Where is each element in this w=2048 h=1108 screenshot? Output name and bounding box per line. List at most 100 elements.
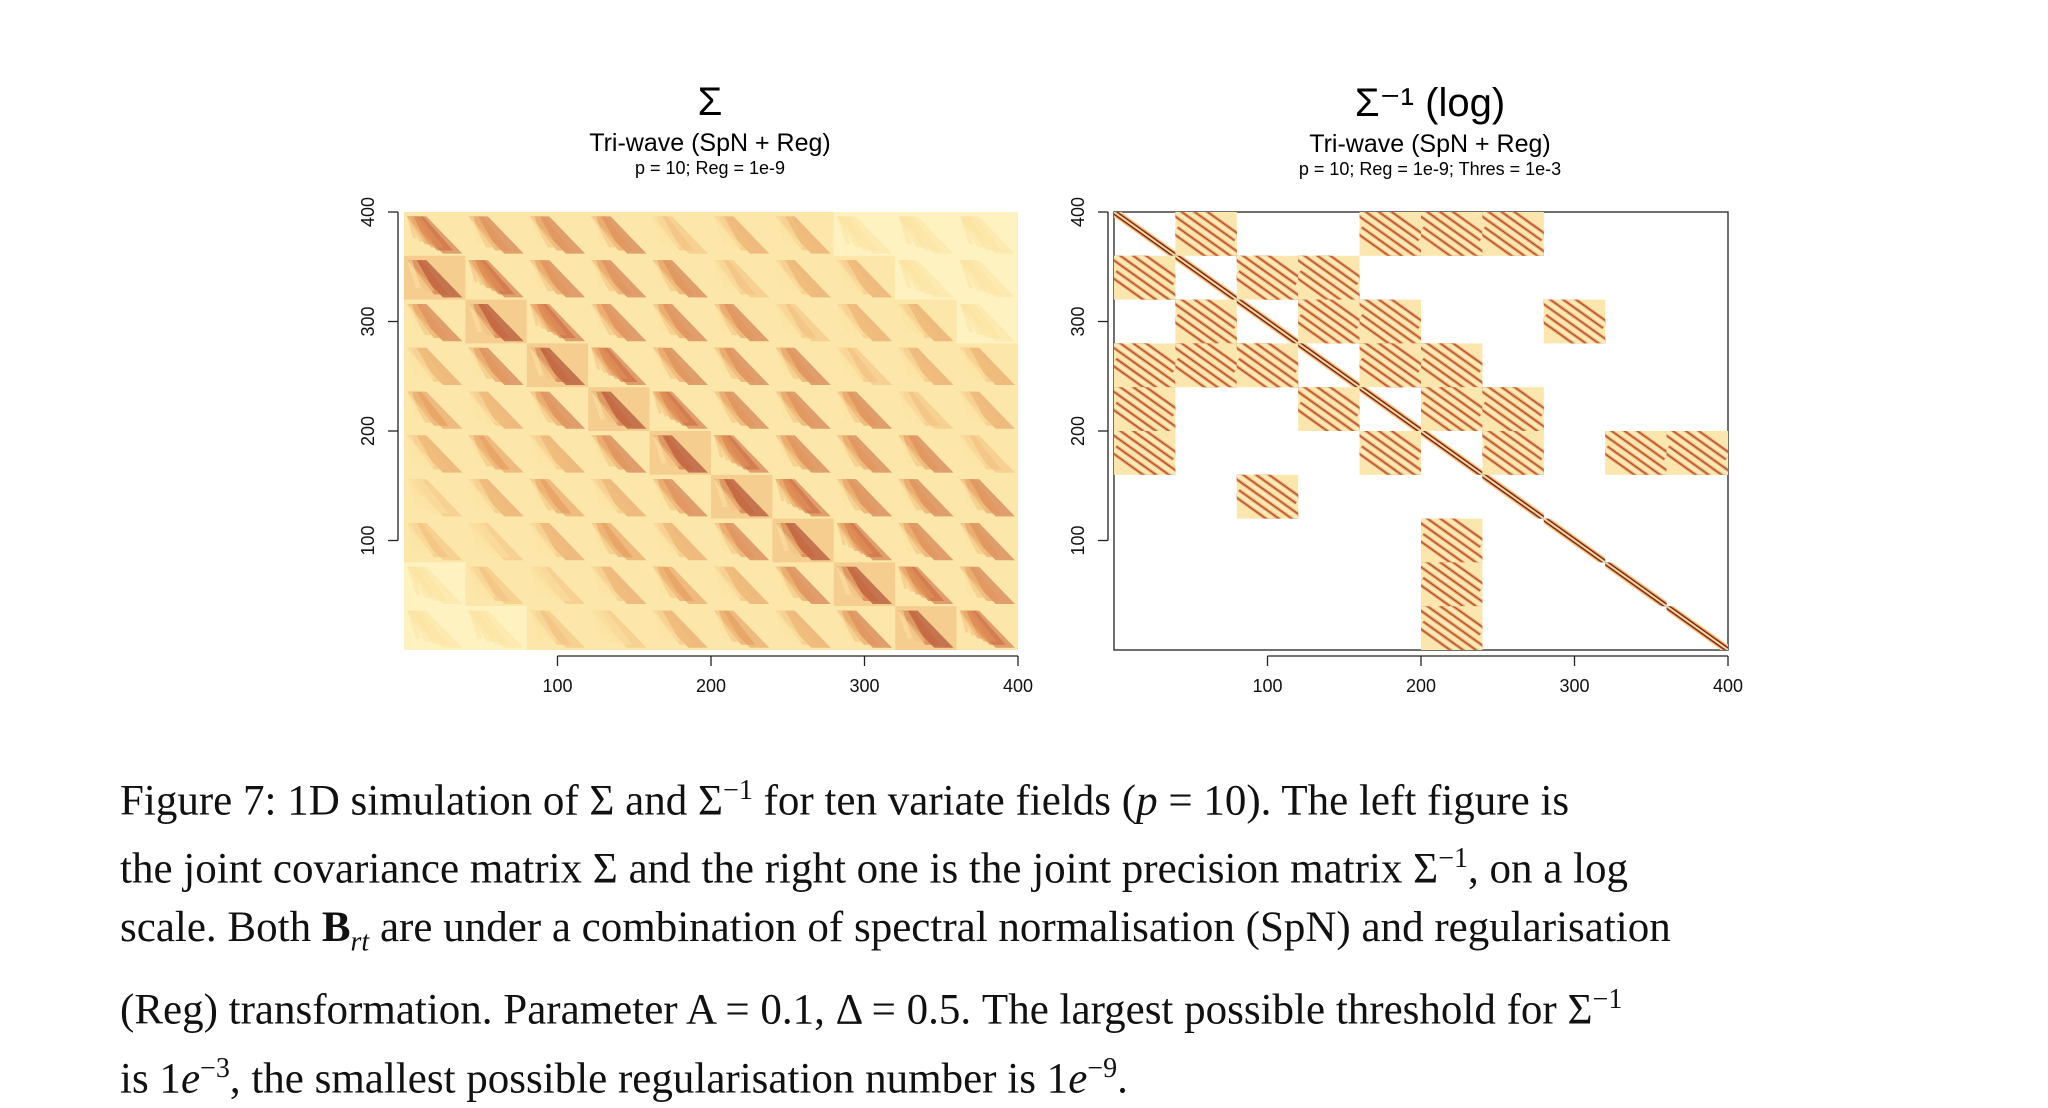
covariance-band: [407, 391, 421, 420]
caption-text: , on a log: [1468, 845, 1629, 893]
precision-block: [1114, 343, 1176, 388]
precision-x-tick-label: 200: [1406, 676, 1436, 696]
precision-block: [1421, 212, 1483, 256]
covariance-band: [714, 522, 728, 552]
precision-block: [1175, 255, 1237, 300]
covariance-band: [529, 566, 544, 595]
covariance-band: [529, 435, 544, 464]
covariance-band: [652, 391, 662, 414]
caption-text: , the smallest possible regularisation n…: [229, 1054, 1069, 1102]
precision-block: [1482, 474, 1544, 519]
covariance-band: [836, 566, 851, 595]
precision-block: [1666, 606, 1728, 651]
covariance-y-tick-label: 100: [358, 525, 378, 555]
covariance-band: [959, 391, 974, 420]
covariance-band: [775, 435, 790, 464]
covariance-band: [898, 391, 913, 420]
covariance-y-tick-label: 400: [358, 197, 378, 227]
caption-math: p: [1136, 777, 1158, 825]
precision-block: [1298, 387, 1360, 432]
precision-block: [1482, 387, 1544, 432]
precision-x-tick-label: 400: [1713, 676, 1743, 696]
covariance-band: [714, 260, 728, 289]
covariance-band: [468, 435, 483, 464]
precision-block: [1114, 431, 1176, 475]
left-panel-subtitle: Tri-wave (SpN + Reg): [589, 129, 831, 157]
covariance-band: [959, 479, 974, 508]
precision-block: [1543, 518, 1606, 563]
right-panel-params: p = 10; Reg = 1e-9; Thres = 1e-3: [1298, 159, 1562, 179]
caption-subscript: rt: [350, 926, 370, 958]
caption-superscript: −1: [1592, 984, 1623, 1016]
covariance-y-tick-label: 200: [358, 416, 378, 446]
covariance-band: [652, 479, 667, 508]
precision-block: [1114, 212, 1176, 256]
precision-block: [1421, 343, 1483, 388]
covariance-band: [775, 347, 790, 376]
covariance-band: [959, 610, 969, 633]
precision-block: [1543, 299, 1606, 344]
covariance-heatmap: 100 200 300 400 100 200 300 400 100 200 300 400 100 2…: [358, 197, 1743, 696]
covariance-band: [775, 216, 790, 245]
covariance-band: [959, 347, 974, 376]
covariance-band: [836, 391, 851, 420]
precision-block: [1359, 212, 1421, 256]
covariance-band: [407, 216, 417, 239]
covariance-band: [714, 391, 728, 420]
covariance-band: [468, 260, 478, 283]
covariance-band: [775, 391, 790, 420]
covariance-band: [775, 566, 790, 595]
covariance-band: [468, 347, 483, 376]
covariance-band: [836, 216, 851, 245]
precision-block: [1359, 431, 1421, 475]
precision-block: [1482, 431, 1544, 475]
covariance-x-tick-label: 100: [542, 676, 572, 696]
caption-text: (Reg) transformation. Parameter A = 0.1,…: [120, 986, 1593, 1034]
covariance-band: [898, 260, 913, 289]
covariance-band: [468, 303, 483, 333]
covariance-x-tick-label: 300: [849, 676, 879, 696]
covariance-band: [836, 347, 851, 376]
covariance-band: [836, 435, 851, 464]
covariance-band: [529, 610, 544, 639]
precision-y-tick-label: 200: [1068, 416, 1088, 446]
covariance-band: [468, 566, 483, 595]
covariance-band: [652, 522, 667, 552]
covariance-band: [898, 479, 913, 508]
covariance-band: [959, 566, 974, 595]
caption-figure-label: Figure 7:: [120, 777, 277, 825]
caption-superscript: −3: [200, 1052, 230, 1084]
caption-text: .: [1117, 1054, 1128, 1102]
covariance-band: [529, 391, 544, 420]
precision-block: [1236, 299, 1299, 344]
left-panel-title: Σ: [697, 80, 723, 124]
covariance-band: [407, 303, 421, 333]
covariance-x-tick-label: 400: [1003, 676, 1033, 696]
covariance-band: [775, 303, 790, 333]
caption-math: e: [180, 1054, 201, 1102]
covariance-band: [714, 566, 728, 595]
caption-text: are under a combination of spectral norm…: [369, 903, 1671, 951]
covariance-band: [591, 260, 606, 289]
caption-superscript: −1: [1438, 843, 1468, 875]
caption-text: scale. Both: [120, 903, 322, 951]
covariance-band: [591, 391, 606, 420]
caption-text: is 1: [120, 1054, 181, 1102]
covariance-band: [529, 347, 544, 376]
covariance-band: [714, 216, 728, 245]
covariance-band: [836, 610, 851, 639]
covariance-band: [898, 303, 913, 333]
left-panel-title-block: Σ Tri-wave (SpN + Reg) p = 10; Reg = 1e-…: [510, 80, 910, 179]
precision-block: [1666, 431, 1728, 475]
covariance-y-tick-label: 300: [358, 306, 378, 336]
precision-x-tick-label: 100: [1252, 676, 1282, 696]
caption-text: the joint covariance matrix Σ and the ri…: [120, 845, 1439, 893]
precision-block: [1298, 343, 1360, 388]
covariance-band: [714, 610, 728, 639]
covariance-band: [529, 303, 540, 326]
covariance-band: [529, 216, 544, 245]
precision-block: [1605, 431, 1667, 475]
caption-line-3: scale. Both Brt are under a combination …: [120, 899, 1968, 972]
covariance-band: [591, 479, 606, 508]
caption-superscript: −1: [723, 775, 753, 806]
